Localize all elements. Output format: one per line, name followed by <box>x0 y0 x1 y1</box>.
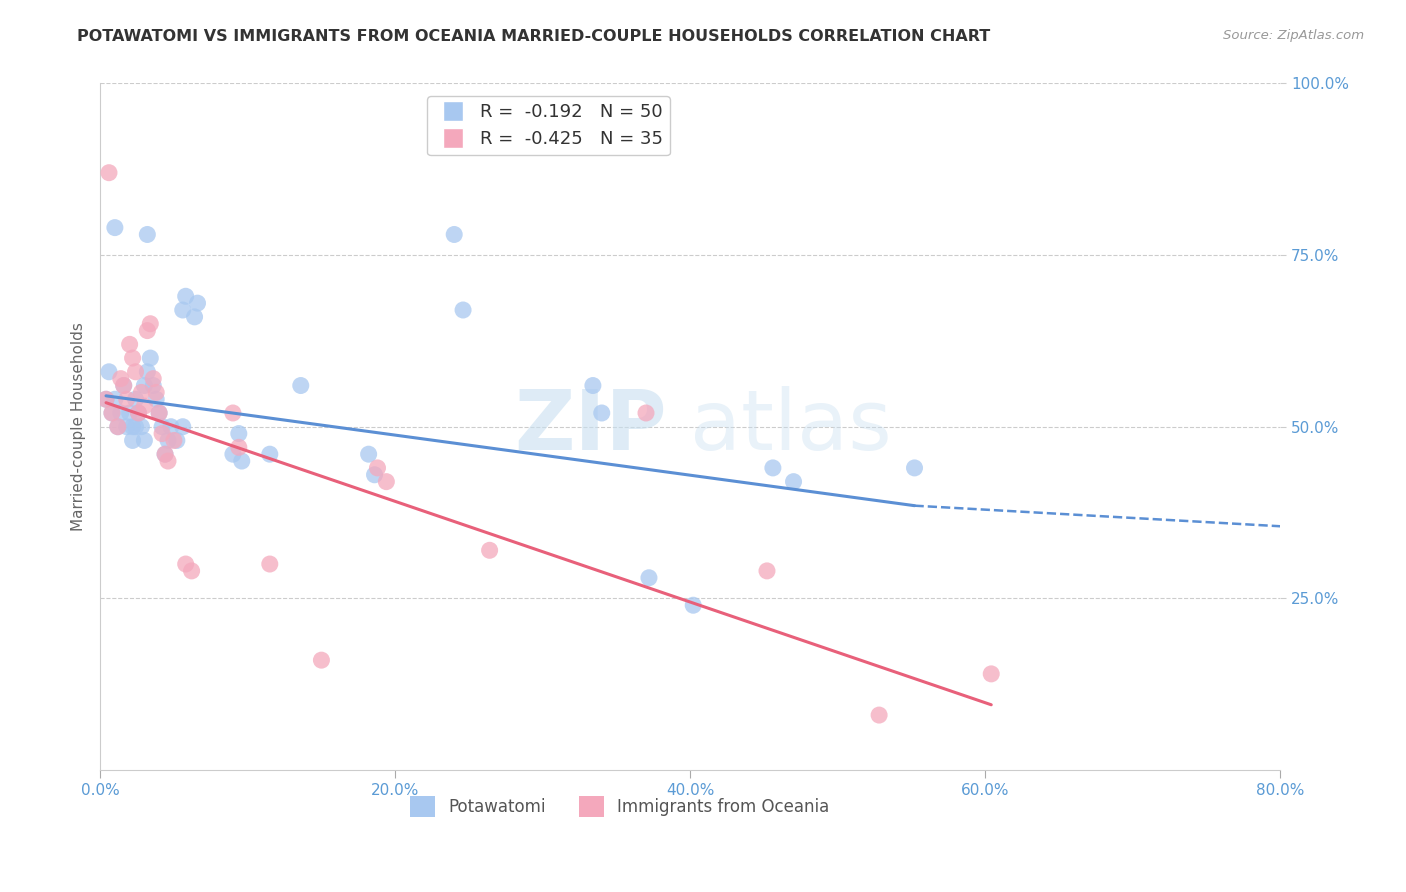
Text: POTAWATOMI VS IMMIGRANTS FROM OCEANIA MARRIED-COUPLE HOUSEHOLDS CORRELATION CHAR: POTAWATOMI VS IMMIGRANTS FROM OCEANIA MA… <box>77 29 991 44</box>
Point <box>903 461 925 475</box>
Point <box>101 406 124 420</box>
Point <box>115 419 138 434</box>
Point <box>290 378 312 392</box>
Point <box>228 426 250 441</box>
Text: ZIP: ZIP <box>515 386 666 467</box>
Point <box>634 406 657 420</box>
Point <box>134 434 156 448</box>
Point <box>180 564 202 578</box>
Point <box>478 543 501 558</box>
Point <box>115 392 138 407</box>
Point <box>868 708 890 723</box>
Point <box>782 475 804 489</box>
Point <box>222 406 245 420</box>
Point <box>762 461 785 475</box>
Point <box>127 406 149 420</box>
Point <box>166 434 188 448</box>
Point <box>366 461 388 475</box>
Point <box>231 454 253 468</box>
Point <box>124 365 146 379</box>
Point <box>136 324 159 338</box>
Point <box>145 385 167 400</box>
Point <box>134 399 156 413</box>
Point <box>94 392 117 407</box>
Point <box>131 419 153 434</box>
Point <box>163 434 186 448</box>
Point <box>174 557 197 571</box>
Point <box>107 419 129 434</box>
Point <box>451 303 474 318</box>
Point <box>156 454 179 468</box>
Point <box>638 571 661 585</box>
Point <box>124 392 146 407</box>
Point <box>142 378 165 392</box>
Point <box>172 419 194 434</box>
Point <box>104 392 127 407</box>
Text: Source: ZipAtlas.com: Source: ZipAtlas.com <box>1223 29 1364 42</box>
Point <box>94 392 117 407</box>
Point <box>98 166 121 180</box>
Point <box>443 227 465 242</box>
Point <box>156 434 179 448</box>
Point <box>112 378 135 392</box>
Point <box>148 406 170 420</box>
Point <box>142 372 165 386</box>
Point <box>104 220 127 235</box>
Legend: Potawatomi, Immigrants from Oceania: Potawatomi, Immigrants from Oceania <box>404 789 837 823</box>
Point <box>172 303 194 318</box>
Point <box>121 419 143 434</box>
Point <box>127 406 149 420</box>
Point <box>311 653 333 667</box>
Point <box>153 447 176 461</box>
Point <box>150 426 173 441</box>
Point <box>222 447 245 461</box>
Y-axis label: Married-couple Households: Married-couple Households <box>72 322 86 531</box>
Point <box>98 365 121 379</box>
Point <box>682 599 704 613</box>
Point <box>110 406 132 420</box>
Point <box>131 385 153 400</box>
Point <box>110 372 132 386</box>
Point <box>121 351 143 365</box>
Point <box>112 378 135 392</box>
Point <box>375 475 398 489</box>
Text: atlas: atlas <box>690 386 891 467</box>
Point <box>139 351 162 365</box>
Point <box>139 317 162 331</box>
Point <box>153 447 176 461</box>
Point <box>186 296 208 310</box>
Point <box>363 467 385 482</box>
Point <box>136 365 159 379</box>
Point <box>980 666 1002 681</box>
Point <box>148 406 170 420</box>
Point <box>259 557 281 571</box>
Point <box>259 447 281 461</box>
Point <box>591 406 613 420</box>
Point <box>160 419 183 434</box>
Point <box>136 227 159 242</box>
Point <box>228 440 250 454</box>
Point <box>134 378 156 392</box>
Point <box>121 434 143 448</box>
Point <box>357 447 380 461</box>
Point <box>107 419 129 434</box>
Point <box>183 310 205 324</box>
Point <box>101 406 124 420</box>
Point <box>150 419 173 434</box>
Point <box>582 378 605 392</box>
Point <box>145 392 167 407</box>
Point <box>174 289 197 303</box>
Point <box>118 337 141 351</box>
Point <box>118 406 141 420</box>
Point <box>124 419 146 434</box>
Point <box>756 564 779 578</box>
